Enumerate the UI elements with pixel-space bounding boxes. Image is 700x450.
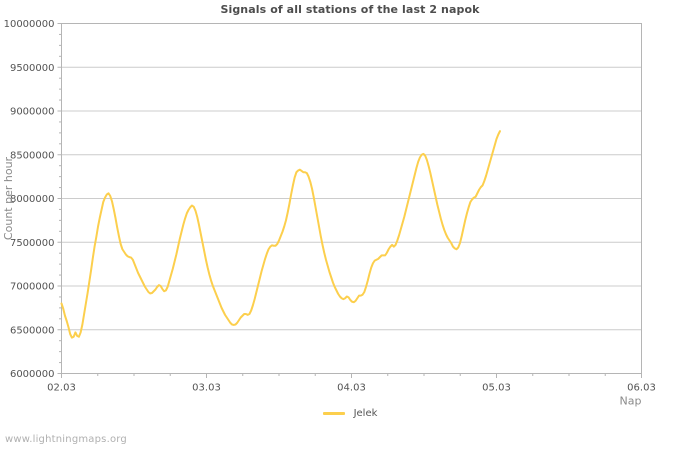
y-axis-tick-label: 7500000 [10,238,55,249]
x-axis-tick-label: 02.03 [47,383,76,394]
plot-border [61,23,642,374]
data-series-group [60,130,501,339]
y-axis-tick-label: 10000000 [4,19,55,30]
chart-title: Signals of all stations of the last 2 na… [220,3,480,16]
x-axis-tick-label: 06.03 [627,383,656,394]
y-axis-tick-label: 6500000 [10,325,55,336]
y-axis-label: Count per hour [2,156,15,240]
y-axis-ticks-group: 6000000 6500000 7000000 7500000 8000000 85000… [4,19,62,380]
x-axis-tick-label: 04.03 [337,383,366,394]
y-axis-tick-label: 6000000 [10,369,55,380]
gridlines-group [61,66,642,331]
chart-legend: Jelek [0,408,700,419]
y-axis-tick-label: 7000000 [10,282,55,293]
x-axis-tick-label: 03.03 [192,383,221,394]
y-axis-tick-label: 8000000 [10,194,55,205]
x-axis-label: Nap [620,395,642,408]
x-axis-tick-label: 05.03 [482,383,511,394]
y-axis-tick-label: 8500000 [10,150,55,161]
y-axis-tick-label: 9000000 [10,107,55,118]
y-axis-tick-label: 9500000 [10,63,55,74]
legend-color-swatch [322,412,345,415]
site-watermark: www.lightningmaps.org [5,434,127,445]
plot-frame [61,23,642,374]
data-line-jelek [60,130,501,339]
x-axis-ticks-group: 02.03 03.03 04.03 05.03 06.03 [47,373,656,394]
legend-label: Jelek [353,408,378,419]
